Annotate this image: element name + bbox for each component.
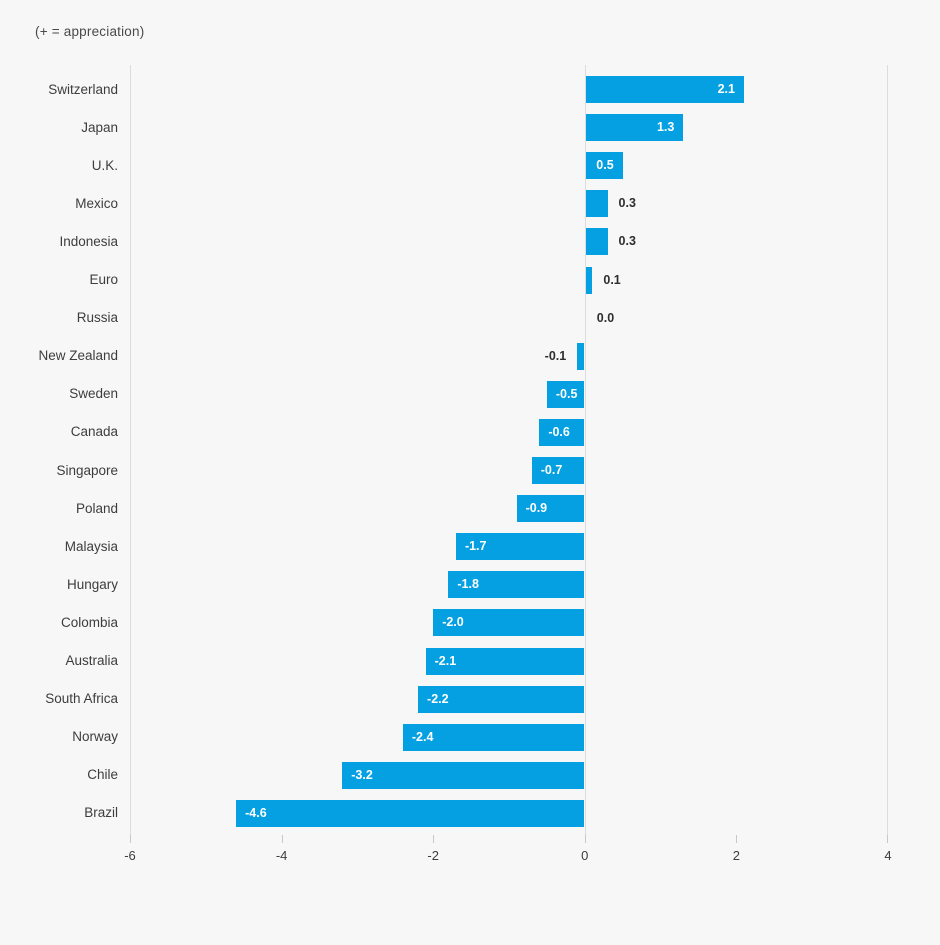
value-label: 0.3 [618, 234, 636, 249]
category-label: Hungary [66, 576, 118, 592]
category-label: Euro [89, 272, 118, 287]
bar [516, 495, 585, 523]
axis-tick [584, 835, 586, 843]
bar [585, 228, 608, 256]
value-label: 0.5 [596, 158, 614, 173]
bar [546, 380, 585, 408]
axis-tick [887, 835, 888, 843]
value-label: -2.2 [427, 691, 449, 706]
value-label: 0.3 [618, 196, 636, 211]
axis-tick-label: -6 [124, 848, 136, 863]
value-label: -0.1 [544, 348, 567, 363]
category-label: South Africa [45, 691, 118, 707]
chart-subtitle: (+ = appreciation) [35, 24, 145, 39]
category-label: Japan [81, 119, 118, 135]
value-label: -1.7 [464, 539, 487, 554]
axis-tick [736, 835, 738, 843]
category-label: Norway [72, 729, 118, 745]
bar [585, 152, 623, 180]
axis-tick-label: 4 [884, 848, 892, 863]
value-label: -0.7 [540, 463, 563, 477]
category-label: U.K. [91, 157, 118, 173]
bar [455, 533, 585, 561]
axis-tick-label: -4 [275, 848, 288, 863]
bar [402, 723, 585, 751]
axis-tick-label: 2 [732, 848, 741, 863]
category-label: Sweden [69, 386, 118, 402]
bar [585, 190, 608, 218]
category-label: Canada [70, 424, 118, 440]
category-label: Indonesia [59, 233, 118, 249]
axis-tick [281, 835, 283, 843]
category-label: Malaysia [64, 538, 118, 554]
value-label: -2.1 [434, 653, 457, 668]
value-label: 0.1 [603, 272, 621, 287]
bar [531, 457, 585, 484]
category-label: Australia [65, 653, 118, 668]
value-label: -3.2 [351, 767, 373, 782]
x-axis: -6 -4 -2 0 2 4 [124, 835, 892, 880]
value-label: -2.4 [411, 729, 434, 744]
bar [585, 76, 744, 103]
bar [577, 342, 585, 370]
value-label: -1.8 [457, 577, 479, 592]
bar [418, 685, 585, 713]
gridline-right-border [887, 65, 888, 835]
bar [342, 761, 585, 789]
category-label: Poland [75, 500, 118, 516]
value-label: -0.9 [525, 501, 548, 516]
bar [236, 799, 585, 827]
category-label: Switzerland [48, 81, 118, 97]
value-label: -4.6 [245, 805, 267, 820]
bar [539, 418, 585, 446]
category-label: Russia [76, 310, 118, 326]
value-label: -0.5 [555, 386, 578, 401]
axis-tick-label: 0 [581, 848, 589, 863]
bar [585, 114, 684, 142]
gridline-left-border [130, 65, 131, 835]
category-label: Chile [87, 767, 118, 783]
plot-area: 2.1 1.3 0.5 0.3 0.3 0.1 0.0 -0.1 -0.5 -0.6 -0.7 -0.… [130, 65, 888, 835]
category-axis: Switzerland Japan U.K. Mexico Indonesia Euro R… [0, 65, 118, 835]
category-label: Mexico [75, 195, 118, 211]
bar [448, 571, 585, 599]
bar [425, 647, 585, 675]
value-label: -0.6 [548, 424, 570, 439]
value-label: -2.0 [442, 615, 464, 630]
axis-tick [433, 835, 435, 843]
bar [585, 266, 593, 294]
value-label: 1.3 [656, 120, 675, 135]
value-label: 2.1 [717, 82, 735, 96]
bar [433, 609, 585, 637]
category-label: Singapore [56, 462, 118, 478]
axis-tick-label: -2 [427, 848, 439, 863]
category-label: Colombia [60, 614, 118, 630]
gridline-zero [585, 65, 586, 835]
category-label: New Zealand [38, 348, 118, 364]
axis-tick [130, 835, 131, 843]
value-label: 0.0 [596, 310, 615, 325]
category-label: Brazil [84, 805, 118, 821]
